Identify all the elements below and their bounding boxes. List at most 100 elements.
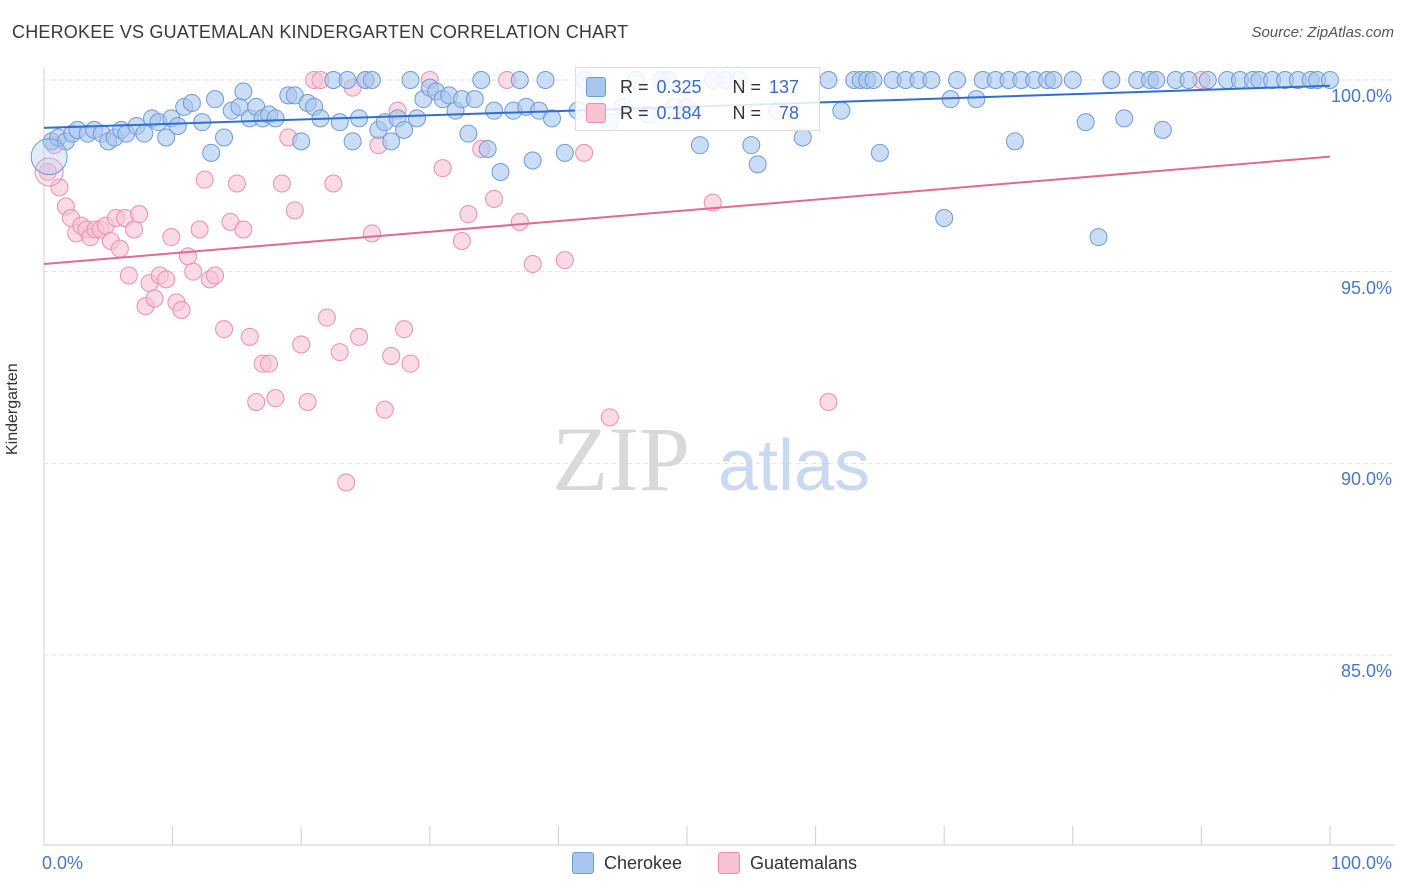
guatemalans-point <box>459 205 478 224</box>
cherokee-point <box>338 71 357 89</box>
cherokee-swatch <box>586 77 606 97</box>
guatemalans-legend-label: Guatemalans <box>750 852 858 873</box>
cherokee-point <box>555 143 574 162</box>
watermark-zip: ZIP <box>552 408 690 510</box>
cherokee-point <box>948 71 967 89</box>
guatemalans-point <box>162 228 181 247</box>
cherokee-point <box>30 138 68 176</box>
guatemalans-point <box>247 393 266 411</box>
guatemalans-point <box>485 189 504 208</box>
guatemalans-point <box>819 393 838 411</box>
cherokee-point <box>748 155 767 174</box>
guatemalans-point <box>298 393 317 411</box>
guatemalans-point <box>215 320 234 339</box>
guatemalans-point <box>575 143 594 162</box>
bottom-legend-guatemalans[interactable]: Guatemalans <box>718 852 857 874</box>
y-tick-label: 85.0% <box>1340 661 1392 681</box>
guatemalans-point <box>600 408 619 427</box>
guatemalans-n-value: 78 <box>779 102 800 123</box>
cherokee-point <box>206 90 225 109</box>
axes <box>43 68 1395 846</box>
cherokee-point <box>1044 71 1063 89</box>
cherokee-point <box>793 128 812 147</box>
guatemalans-point <box>375 400 394 419</box>
cherokee-point <box>742 136 761 155</box>
cherokee-point <box>182 94 201 112</box>
guatemalans-legend-swatch <box>718 852 740 874</box>
guatemalans-point <box>179 247 198 266</box>
legend-row-guatemalans: R = 0.184 N = 78 <box>586 102 799 124</box>
cherokee-point <box>465 90 484 109</box>
guatemalans-point <box>234 220 253 239</box>
guatemalans-point <box>157 270 176 289</box>
guatemalans-n-label: N = <box>732 102 762 123</box>
cherokee-point <box>1063 71 1082 89</box>
cherokee-point <box>542 109 561 128</box>
y-tick-label: 100.0% <box>1330 86 1392 106</box>
guatemalans-point <box>272 174 291 193</box>
cherokee-point <box>395 120 414 139</box>
guatemalans-point <box>523 255 542 273</box>
guatemalans-point <box>395 320 414 339</box>
cherokee-r-value: 0.325 <box>656 76 702 97</box>
cherokee-point <box>1153 120 1172 139</box>
cherokee-point <box>1321 71 1339 89</box>
guatemalans-point <box>110 239 129 258</box>
guatemalans-point <box>130 205 149 224</box>
x-tick-label-min: 0.0% <box>42 853 84 873</box>
chart-title: CHEROKEE VS GUATEMALAN KINDERGARTEN CORR… <box>12 22 629 42</box>
x-tick-label-max: 100.0% <box>1330 853 1392 873</box>
cherokee-point <box>362 71 381 89</box>
stats-legend: R = 0.325 N = 137 R = 0.184 N = 78 <box>575 67 820 131</box>
guatemalans-point <box>452 232 471 250</box>
guatemalans-point <box>285 201 304 220</box>
guatemalans-point <box>260 354 279 373</box>
legend-row-cherokee: R = 0.325 N = 137 <box>586 76 799 98</box>
guatemalans-point <box>206 266 225 285</box>
cherokee-point <box>1115 109 1134 128</box>
cherokee-point <box>472 71 491 89</box>
guatemalans-point <box>195 170 214 189</box>
cherokee-point <box>266 109 285 128</box>
source-label: Source: ZipAtlas.com <box>1251 24 1394 41</box>
y-tick-label: 90.0% <box>1340 469 1392 490</box>
cherokee-point <box>510 71 529 89</box>
cherokee-point <box>935 209 954 227</box>
guatemalans-point <box>382 347 401 365</box>
guatemalans-point <box>184 262 203 281</box>
guatemalans-point <box>292 335 311 354</box>
cherokee-point <box>1147 71 1166 89</box>
guatemalans-point <box>337 473 356 492</box>
guatemalans-trend-line <box>43 155 1331 265</box>
guatemalans-point <box>510 212 529 231</box>
cherokee-point <box>1179 71 1198 89</box>
cherokee-points <box>30 71 1339 247</box>
bottom-legend-cherokee[interactable]: Cherokee <box>572 852 682 874</box>
cherokee-point <box>1005 132 1024 151</box>
guatemalans-point <box>266 389 285 408</box>
guatemalans-point <box>555 251 574 270</box>
guatemalans-point <box>324 174 343 193</box>
guatemalans-r-value: 0.184 <box>656 102 702 123</box>
watermark: ZIP atlas <box>552 408 870 510</box>
cherokee-point <box>330 113 349 132</box>
guatemalans-point <box>125 220 144 239</box>
cherokee-point <box>168 117 187 135</box>
cherokee-point <box>870 143 889 162</box>
guatemalans-point <box>172 301 191 319</box>
cherokee-point <box>536 71 555 89</box>
cherokee-point <box>292 132 311 151</box>
y-tick-label: 95.0% <box>1340 277 1392 298</box>
cherokee-point <box>967 90 986 109</box>
cherokee-point <box>832 101 851 120</box>
guatemalans-point <box>240 327 259 346</box>
cherokee-point <box>459 124 478 143</box>
cherokee-point <box>491 163 510 181</box>
cherokee-r-label: R = <box>620 76 649 97</box>
cherokee-point <box>690 136 709 155</box>
watermark-atlas: atlas <box>718 426 870 506</box>
cherokee-point <box>922 71 941 89</box>
cherokee-point <box>401 71 420 89</box>
cherokee-point <box>1076 113 1095 132</box>
